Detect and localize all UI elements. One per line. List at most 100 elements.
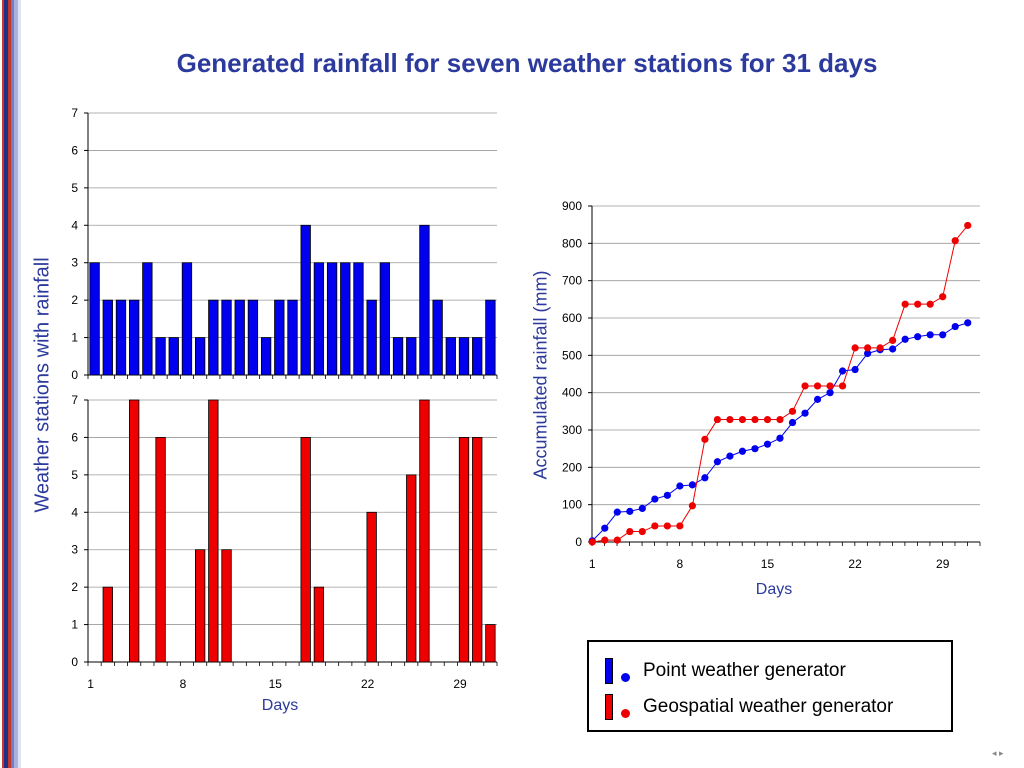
geospatial-series-point [676, 522, 684, 530]
x-tick-label: 15 [761, 557, 775, 571]
y-tick-label: 500 [562, 348, 582, 362]
point-series-point [663, 491, 671, 499]
bar [208, 399, 219, 663]
point-series-point [838, 367, 847, 375]
bar [458, 437, 470, 663]
geospatial-series-point [601, 536, 609, 544]
slide-nav-icon[interactable]: ◂ ▸ [992, 748, 1004, 758]
x-tick-label: 22 [848, 557, 862, 571]
x-tick-label: 1 [87, 677, 94, 691]
geospatial-series-line [592, 225, 969, 543]
bar [300, 437, 311, 663]
geospatial-bar-swatch [605, 694, 613, 720]
bar [194, 337, 206, 376]
y-tick-label: 0 [71, 368, 78, 382]
y-tick-label: 0 [71, 655, 78, 669]
point-dot-swatch [621, 672, 630, 682]
y-tick-label: 2 [71, 293, 78, 307]
point-series-point [851, 365, 859, 374]
bar [168, 337, 179, 376]
bar [406, 337, 417, 376]
geospatial-series-point [826, 382, 834, 390]
bar [485, 299, 496, 376]
geospatial-dot-swatch [621, 708, 630, 718]
bar [129, 299, 140, 376]
accumulated-line-chart: 0 100 200 300 400 500 600 700 800 900 1 8 15 22 29 [562, 199, 981, 571]
bar [287, 299, 298, 376]
x-tick-label: 22 [361, 677, 375, 691]
point-series-point [713, 458, 722, 466]
point-series-point [914, 333, 922, 341]
legend-item-point: Point weather generator [605, 656, 846, 686]
y-tick-label: 1 [71, 331, 78, 345]
point-series-point [638, 504, 646, 512]
geospatial-series-point [838, 382, 847, 390]
geospatial-series-point [763, 415, 772, 424]
decorative-left-stripe [0, 0, 24, 768]
bar [142, 262, 153, 376]
geospatial-series-point [626, 527, 634, 536]
geospatial-series-point [964, 221, 972, 230]
bar [313, 262, 325, 376]
x-tick-label: 1 [589, 557, 596, 571]
y-tick-label: 2 [71, 580, 78, 594]
geospatial-series-point [801, 382, 809, 390]
geospatial-series-point [613, 536, 621, 544]
y-tick-label: 700 [562, 274, 582, 288]
y-tick-label: 4 [71, 218, 78, 232]
y-tick-label: 5 [71, 181, 78, 195]
point-series-point [626, 507, 634, 515]
bar [181, 262, 193, 376]
y-tick-label: 300 [562, 423, 582, 437]
bar [234, 299, 245, 376]
bar [458, 337, 470, 376]
geospatial-series-point [876, 344, 884, 352]
geospatial-series-point [738, 415, 747, 424]
y-tick-label: 4 [71, 505, 78, 519]
geospatial-series-point [889, 336, 897, 344]
bar [221, 299, 232, 376]
bar [155, 337, 166, 376]
bar [260, 337, 272, 376]
point-bar-swatch [605, 658, 613, 684]
geospatial-series-point [926, 300, 934, 308]
bar [379, 262, 391, 376]
geospatial-series-point [638, 527, 646, 536]
geospatial-series-point [713, 415, 722, 424]
y-tick-label: 7 [71, 106, 78, 120]
point-series-point [964, 319, 972, 327]
bar [102, 586, 113, 663]
legend-point-label: Point weather generator [643, 660, 846, 681]
y-tick-label: 400 [562, 386, 582, 400]
bar [274, 299, 285, 376]
y-tick-label: 3 [71, 543, 78, 557]
point-series-point [788, 418, 797, 427]
y-tick-label: 800 [562, 236, 582, 250]
bar [445, 337, 456, 376]
geospatial-series-point [901, 300, 909, 308]
y-tick-label: 600 [562, 311, 582, 325]
point-series-point [676, 482, 684, 490]
point-series-point [726, 452, 734, 460]
bar [115, 299, 127, 376]
y-tick-label: 200 [562, 460, 582, 474]
geospatial-series-point [788, 407, 797, 415]
point-series-point [889, 345, 897, 353]
bar [340, 262, 351, 376]
point-series-point [826, 389, 834, 397]
y-tick-label: 6 [71, 143, 78, 157]
y-tick-label: 100 [562, 498, 582, 512]
top-bar-chart: 0 1 2 3 4 5 6 7 [71, 106, 498, 382]
bar [406, 474, 417, 663]
geospatial-series-point [951, 237, 959, 245]
geospatial-series-point [851, 344, 859, 352]
point-series-point [601, 524, 609, 532]
x-tick-label: 29 [936, 557, 950, 571]
geospatial-series-point [726, 415, 734, 424]
bar [208, 299, 219, 376]
point-series-point [776, 434, 784, 442]
legend-geospatial-label: Geospatial weather generator [643, 696, 894, 717]
legend-item-geospatial: Geospatial weather generator [605, 692, 893, 722]
